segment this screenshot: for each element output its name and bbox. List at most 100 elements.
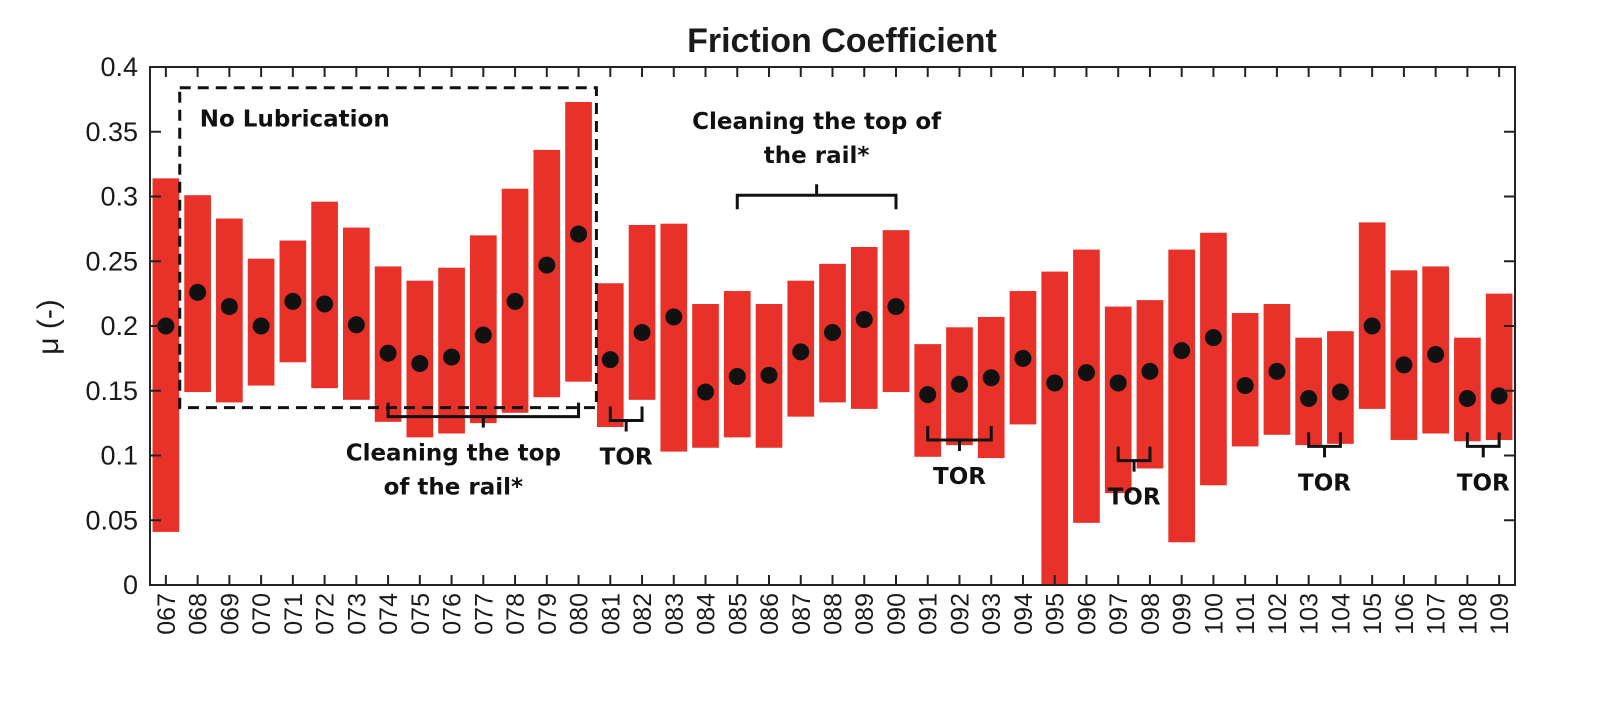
- y-tick-label: 0.35: [85, 117, 138, 147]
- range-bar: [1200, 232, 1227, 486]
- x-tick-label: 069: [216, 593, 244, 635]
- x-tick-label: 077: [470, 593, 498, 635]
- x-tick-label: 094: [1010, 593, 1038, 635]
- x-tick-label: 108: [1454, 593, 1482, 635]
- x-tick-label: 096: [1073, 593, 1101, 635]
- y-tick-label: 0.3: [100, 182, 138, 212]
- mean-point: [919, 386, 937, 404]
- x-tick-label: 075: [407, 593, 435, 635]
- mean-point: [697, 383, 715, 401]
- annotation-bracket: [1307, 432, 1342, 458]
- range-bar: [374, 266, 402, 422]
- x-tick-label: 093: [978, 593, 1006, 635]
- mean-point: [1268, 362, 1286, 380]
- range-bar: [152, 178, 180, 532]
- x-tick-label: 100: [1200, 593, 1228, 635]
- y-tick-label: 0: [123, 570, 138, 600]
- range-bar: [1390, 270, 1418, 440]
- mean-point: [760, 366, 778, 384]
- x-tick-label: 090: [883, 593, 911, 635]
- x-tick-label: 102: [1264, 593, 1292, 635]
- x-tick-label: 083: [661, 593, 689, 635]
- range-bar: [1168, 249, 1196, 543]
- mean-point: [506, 292, 524, 310]
- range-bar: [1041, 271, 1069, 585]
- x-tick-label: 086: [756, 593, 784, 635]
- annotation-bracket: [1465, 432, 1501, 458]
- range-bar: [1104, 306, 1132, 494]
- mean-point: [379, 344, 397, 362]
- mean-point: [950, 375, 968, 393]
- x-tick-label: 067: [153, 593, 181, 635]
- mean-point: [220, 298, 238, 316]
- mean-point: [824, 323, 841, 341]
- mean-point: [1363, 317, 1381, 335]
- x-tick-label: 092: [946, 593, 974, 635]
- mean-point: [1046, 374, 1064, 392]
- annotation-label: the rail*: [764, 143, 870, 169]
- mean-point: [633, 323, 651, 341]
- mean-point: [570, 225, 588, 243]
- x-tick-label: 079: [534, 593, 562, 635]
- x-tick-label: 103: [1296, 593, 1324, 635]
- annotation-bracket: [735, 184, 898, 210]
- x-tick-label: 107: [1423, 593, 1451, 635]
- mean-point: [474, 326, 492, 344]
- mean-point: [665, 308, 683, 326]
- y-tick-label: 0.1: [100, 441, 138, 471]
- range-bar: [1136, 300, 1164, 469]
- range-bar: [660, 223, 688, 452]
- x-tick-label: 097: [1105, 593, 1133, 635]
- annotation-label: Cleaning the top: [346, 441, 561, 467]
- mean-point: [792, 343, 810, 361]
- x-tick-label: 071: [280, 593, 308, 635]
- x-tick-label: 101: [1232, 593, 1260, 635]
- y-tick-label: 0.2: [100, 311, 138, 341]
- x-tick-label: 080: [566, 593, 594, 635]
- mean-point: [1236, 377, 1254, 395]
- y-tick-label: 0.15: [85, 376, 138, 406]
- x-tick-label: 089: [851, 593, 879, 635]
- mean-point: [347, 316, 365, 334]
- y-axis-label: μ (-): [32, 299, 65, 355]
- mean-point: [1331, 383, 1349, 401]
- annotation-label: Cleaning the top of: [692, 109, 942, 135]
- x-tick-label: 073: [343, 593, 371, 635]
- x-tick-label: 106: [1391, 593, 1419, 635]
- mean-point: [411, 355, 429, 373]
- mean-point: [728, 368, 746, 385]
- mean-point: [1395, 356, 1413, 374]
- mean-point: [538, 256, 556, 274]
- x-tick-label: 091: [915, 593, 943, 635]
- mean-point: [1014, 349, 1032, 367]
- chart-title: Friction Coefficient: [687, 22, 997, 60]
- x-tick-label: 070: [248, 593, 276, 635]
- x-tick-label: 099: [1169, 593, 1197, 635]
- mean-point: [157, 317, 175, 335]
- range-bar: [628, 224, 656, 400]
- y-tick-label: 0.25: [85, 246, 138, 276]
- mean-point: [601, 351, 619, 369]
- x-tick-label: 105: [1359, 593, 1387, 635]
- annotation-label: of the rail*: [384, 475, 523, 501]
- range-bar: [343, 227, 370, 400]
- x-tick-label: 076: [439, 593, 467, 635]
- range-bar: [692, 303, 719, 448]
- mean-point: [855, 311, 873, 329]
- x-tick-label: 074: [375, 593, 403, 635]
- annotation-bracket: [608, 406, 644, 432]
- x-tick-label: 085: [724, 593, 752, 635]
- x-tick-label: 109: [1486, 593, 1514, 635]
- mean-point: [982, 369, 1000, 387]
- x-tick-label: 095: [1042, 593, 1070, 635]
- mean-point: [443, 348, 461, 366]
- range-bar: [723, 291, 751, 438]
- x-tick-label: 088: [820, 593, 848, 635]
- annotation-bracket: [1116, 446, 1152, 472]
- mean-point: [316, 295, 334, 313]
- mean-point: [1109, 374, 1127, 392]
- mean-point: [1077, 364, 1095, 382]
- annotation-label: TOR: [1298, 470, 1351, 496]
- x-tick-label: 078: [502, 593, 530, 635]
